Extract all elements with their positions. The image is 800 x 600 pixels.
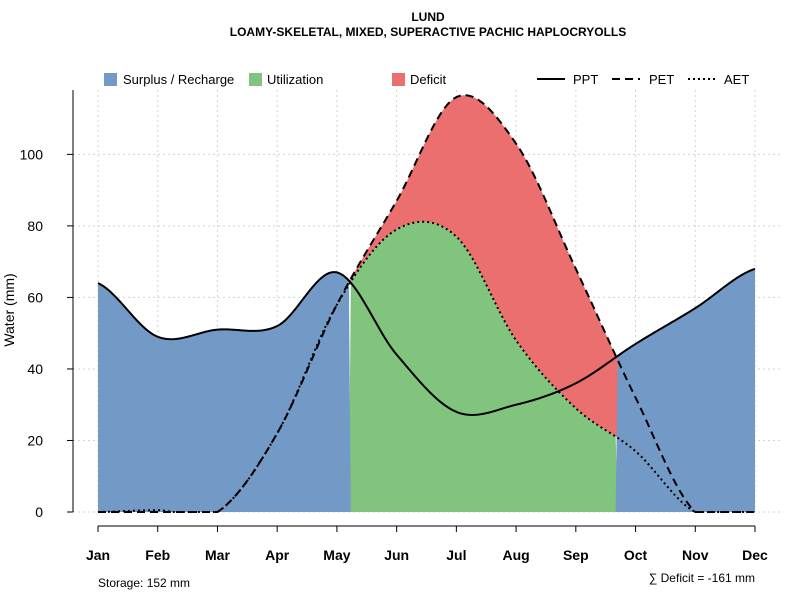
area-deficit bbox=[98, 95, 755, 512]
legend-label-utilization: Utilization bbox=[267, 72, 323, 87]
legend-label-pet: PET bbox=[649, 72, 674, 87]
x-tick-label-sep: Sep bbox=[563, 547, 589, 563]
x-tick-label-jul: Jul bbox=[446, 547, 466, 563]
x-tick-label-apr: Apr bbox=[265, 547, 290, 563]
legend-swatch-surplus bbox=[104, 73, 117, 86]
series-line-aet bbox=[97, 220, 755, 513]
y-tick-label-20: 20 bbox=[27, 432, 43, 448]
x-tick-label-aug: Aug bbox=[502, 547, 529, 563]
legend-label-surplus: Surplus / Recharge bbox=[123, 72, 234, 87]
x-tick-label-jan: Jan bbox=[86, 547, 110, 563]
y-tick-label-0: 0 bbox=[35, 504, 43, 520]
legend-swatch-utilization bbox=[249, 73, 262, 86]
area-utilization-base bbox=[98, 282, 755, 512]
series-line-pet bbox=[98, 94, 755, 513]
chart-title: LUND bbox=[411, 10, 445, 24]
y-axis-label: Water (mm) bbox=[1, 273, 17, 346]
area-surplus-base bbox=[98, 282, 755, 512]
y-tick-label-80: 80 bbox=[27, 218, 43, 234]
legend-swatch-deficit bbox=[392, 73, 405, 86]
x-tick-label-jun: Jun bbox=[384, 547, 409, 563]
chart-subtitle: LOAMY-SKELETAL, MIXED, SUPERACTIVE PACHI… bbox=[230, 25, 626, 39]
legend-label-deficit: Deficit bbox=[410, 72, 447, 87]
area-fills bbox=[98, 95, 755, 512]
y-tick-label-60: 60 bbox=[27, 289, 43, 305]
legend: Surplus / Recharge Utilization Deficit P… bbox=[104, 72, 749, 87]
y-tick-label-40: 40 bbox=[27, 361, 43, 377]
x-tick-label-feb: Feb bbox=[145, 547, 170, 563]
series-lines bbox=[97, 94, 756, 513]
area-utilization bbox=[98, 221, 755, 512]
y-tick-label-100: 100 bbox=[20, 146, 44, 162]
axes: 0 20 40 60 80 100 Jan Feb Mar Apr May Jun Jul Aug Sep O… bbox=[20, 90, 768, 563]
x-tick-label-nov: Nov bbox=[682, 547, 709, 563]
legend-label-ppt: PPT bbox=[573, 72, 598, 87]
storage-note: Storage: 152 mm bbox=[98, 576, 190, 590]
deficit-note: ∑ Deficit = -161 mm bbox=[649, 571, 755, 585]
x-tick-label-mar: Mar bbox=[205, 547, 230, 563]
legend-label-aet: AET bbox=[724, 72, 749, 87]
area-surplus-recharge bbox=[98, 268, 755, 512]
x-tick-label-oct: Oct bbox=[624, 547, 648, 563]
series-line-ppt bbox=[97, 267, 756, 416]
x-tick-label-may: May bbox=[323, 547, 350, 563]
x-tick-label-dec: Dec bbox=[742, 547, 768, 563]
